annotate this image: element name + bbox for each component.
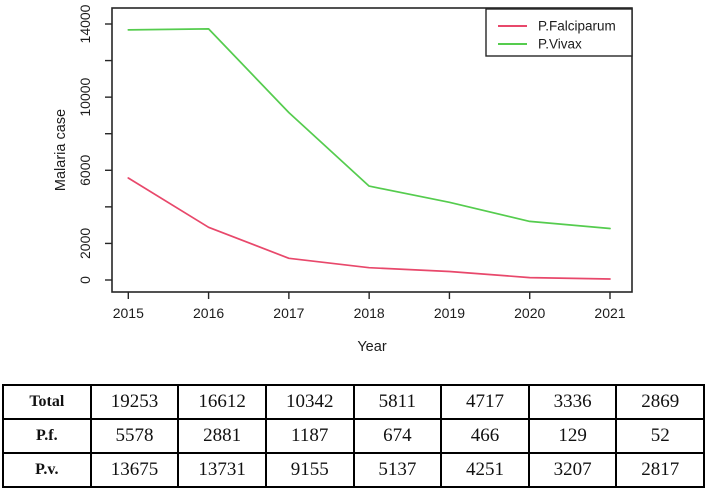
x-tick-label: 2018 bbox=[354, 305, 385, 321]
y-tick-label: 10000 bbox=[77, 77, 93, 116]
table-cell: 10342 bbox=[264, 384, 355, 420]
table-cell: 13731 bbox=[177, 452, 267, 488]
y-tick-label: 0 bbox=[77, 276, 93, 284]
x-tick-label: 2021 bbox=[594, 305, 625, 321]
series-line-p-falciparum bbox=[127, 177, 611, 280]
table-cell: 5137 bbox=[352, 452, 443, 488]
row-header: P.f. bbox=[2, 418, 92, 454]
malaria-cases-line-chart: 0 2000 6000 10000 14000 2015 2016 2017 2018 2019 2… bbox=[53, 4, 633, 355]
table-cell: 4717 bbox=[440, 384, 530, 420]
table-cell: 129 bbox=[527, 418, 618, 454]
x-tick-label: 2016 bbox=[193, 305, 224, 321]
table-row: Total 19253 16612 10342 5811 4717 3336 2869 bbox=[2, 384, 705, 420]
table-cell: 3336 bbox=[527, 384, 618, 420]
row-header: Total bbox=[2, 384, 92, 420]
table-row: P.v. 13675 13731 9155 5137 4251 3207 2817 bbox=[2, 452, 705, 488]
table-cell: 5811 bbox=[352, 384, 443, 420]
table-cell: 4251 bbox=[440, 452, 530, 488]
table-cell: 52 bbox=[615, 418, 705, 454]
table-cell: 2869 bbox=[615, 384, 705, 420]
table-body: Total 19253 16612 10342 5811 4717 3336 2869 P.f.… bbox=[2, 384, 705, 488]
legend-label: P.Vivax bbox=[538, 37, 582, 52]
table-row: P.f. 5578 2881 1187 674 466 129 52 bbox=[2, 418, 705, 454]
table-cell: 13675 bbox=[89, 452, 180, 488]
table-cell: 9155 bbox=[264, 452, 355, 488]
y-tick-label: 6000 bbox=[77, 155, 93, 186]
x-axis-title: Year bbox=[357, 339, 386, 355]
x-tick-label: 2015 bbox=[113, 305, 144, 321]
row-header: P.v. bbox=[2, 452, 92, 488]
legend-label: P.Falciparum bbox=[538, 19, 616, 34]
table-cell: 16612 bbox=[177, 384, 267, 420]
table-cell: 19253 bbox=[89, 384, 180, 420]
table-cell: 5578 bbox=[89, 418, 180, 454]
table-cell: 2817 bbox=[615, 452, 705, 488]
legend-box bbox=[485, 8, 633, 57]
series-line-p-vivax bbox=[127, 28, 611, 230]
x-tick-label: 2017 bbox=[273, 305, 304, 321]
table-cell: 466 bbox=[440, 418, 530, 454]
table-cell: 3207 bbox=[527, 452, 618, 488]
table-cell: 1187 bbox=[264, 418, 355, 454]
y-axis-title: Malaria case bbox=[53, 109, 69, 191]
table-cell: 674 bbox=[352, 418, 443, 454]
x-tick-label: 2019 bbox=[434, 305, 465, 321]
table-cell: 2881 bbox=[177, 418, 267, 454]
y-tick-label: 2000 bbox=[77, 228, 93, 259]
plot-frame bbox=[111, 7, 633, 293]
x-tick-label: 2020 bbox=[514, 305, 545, 321]
y-tick-label: 14000 bbox=[77, 4, 93, 43]
malaria-cases-table: Total 19253 16612 10342 5811 4717 3336 2869 P.f.… bbox=[2, 384, 705, 488]
